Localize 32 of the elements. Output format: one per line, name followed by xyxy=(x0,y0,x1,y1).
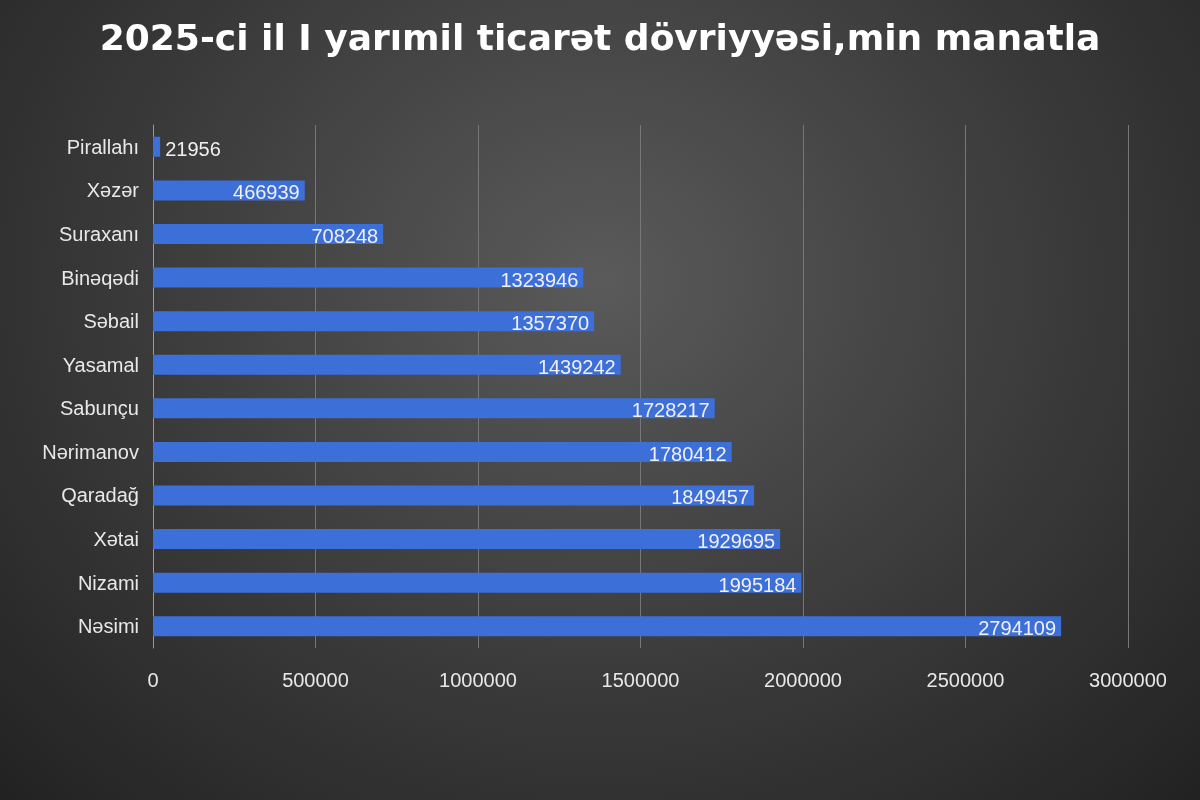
y-tick-label: Binəqədi xyxy=(61,266,139,289)
y-tick-label: Nərimanov xyxy=(42,440,139,463)
y-tick-label: Nizami xyxy=(77,571,139,594)
data-label: 708248 xyxy=(311,224,379,247)
x-tick-label: 3000000 xyxy=(1089,669,1167,691)
data-label: 1849457 xyxy=(671,486,750,509)
x-tick-label: 2500000 xyxy=(926,669,1005,691)
data-label: 466939 xyxy=(233,181,300,204)
data-label: 1323946 xyxy=(500,268,579,291)
y-tick-label: Pirallahı xyxy=(66,135,139,158)
data-label: 21956 xyxy=(165,137,221,160)
y-tick-label: Xəzər xyxy=(86,179,140,202)
x-tick-label: 1000000 xyxy=(439,669,517,691)
data-label: 1728217 xyxy=(631,399,710,422)
data-label: 1357370 xyxy=(511,312,590,335)
y-tick-label: Səbail xyxy=(83,310,139,333)
chart-title: 2025-ci il I yarımil ticarət dövriyyəsi,min manatla xyxy=(99,16,1101,58)
y-tick-label: Nəsimi xyxy=(77,615,139,638)
data-label: 1995184 xyxy=(718,573,797,596)
data-label: 1439242 xyxy=(537,355,616,378)
data-label: 1929695 xyxy=(697,530,776,553)
y-tick-label: Sabunçu xyxy=(60,397,139,420)
x-tick-label: 0 xyxy=(147,669,159,691)
data-label: 2794109 xyxy=(978,617,1057,640)
y-tick-label: Suraxanı xyxy=(58,222,139,245)
x-tick-label: 1500000 xyxy=(601,669,680,691)
x-tick-label: 500000 xyxy=(282,669,349,691)
data-label: 1780412 xyxy=(648,442,727,465)
y-tick-label: Qaradağ xyxy=(61,484,139,507)
x-tick-label: 2000000 xyxy=(764,669,842,691)
y-tick-label: Yasamal xyxy=(62,353,139,376)
y-tick-label: Xətai xyxy=(93,528,139,551)
